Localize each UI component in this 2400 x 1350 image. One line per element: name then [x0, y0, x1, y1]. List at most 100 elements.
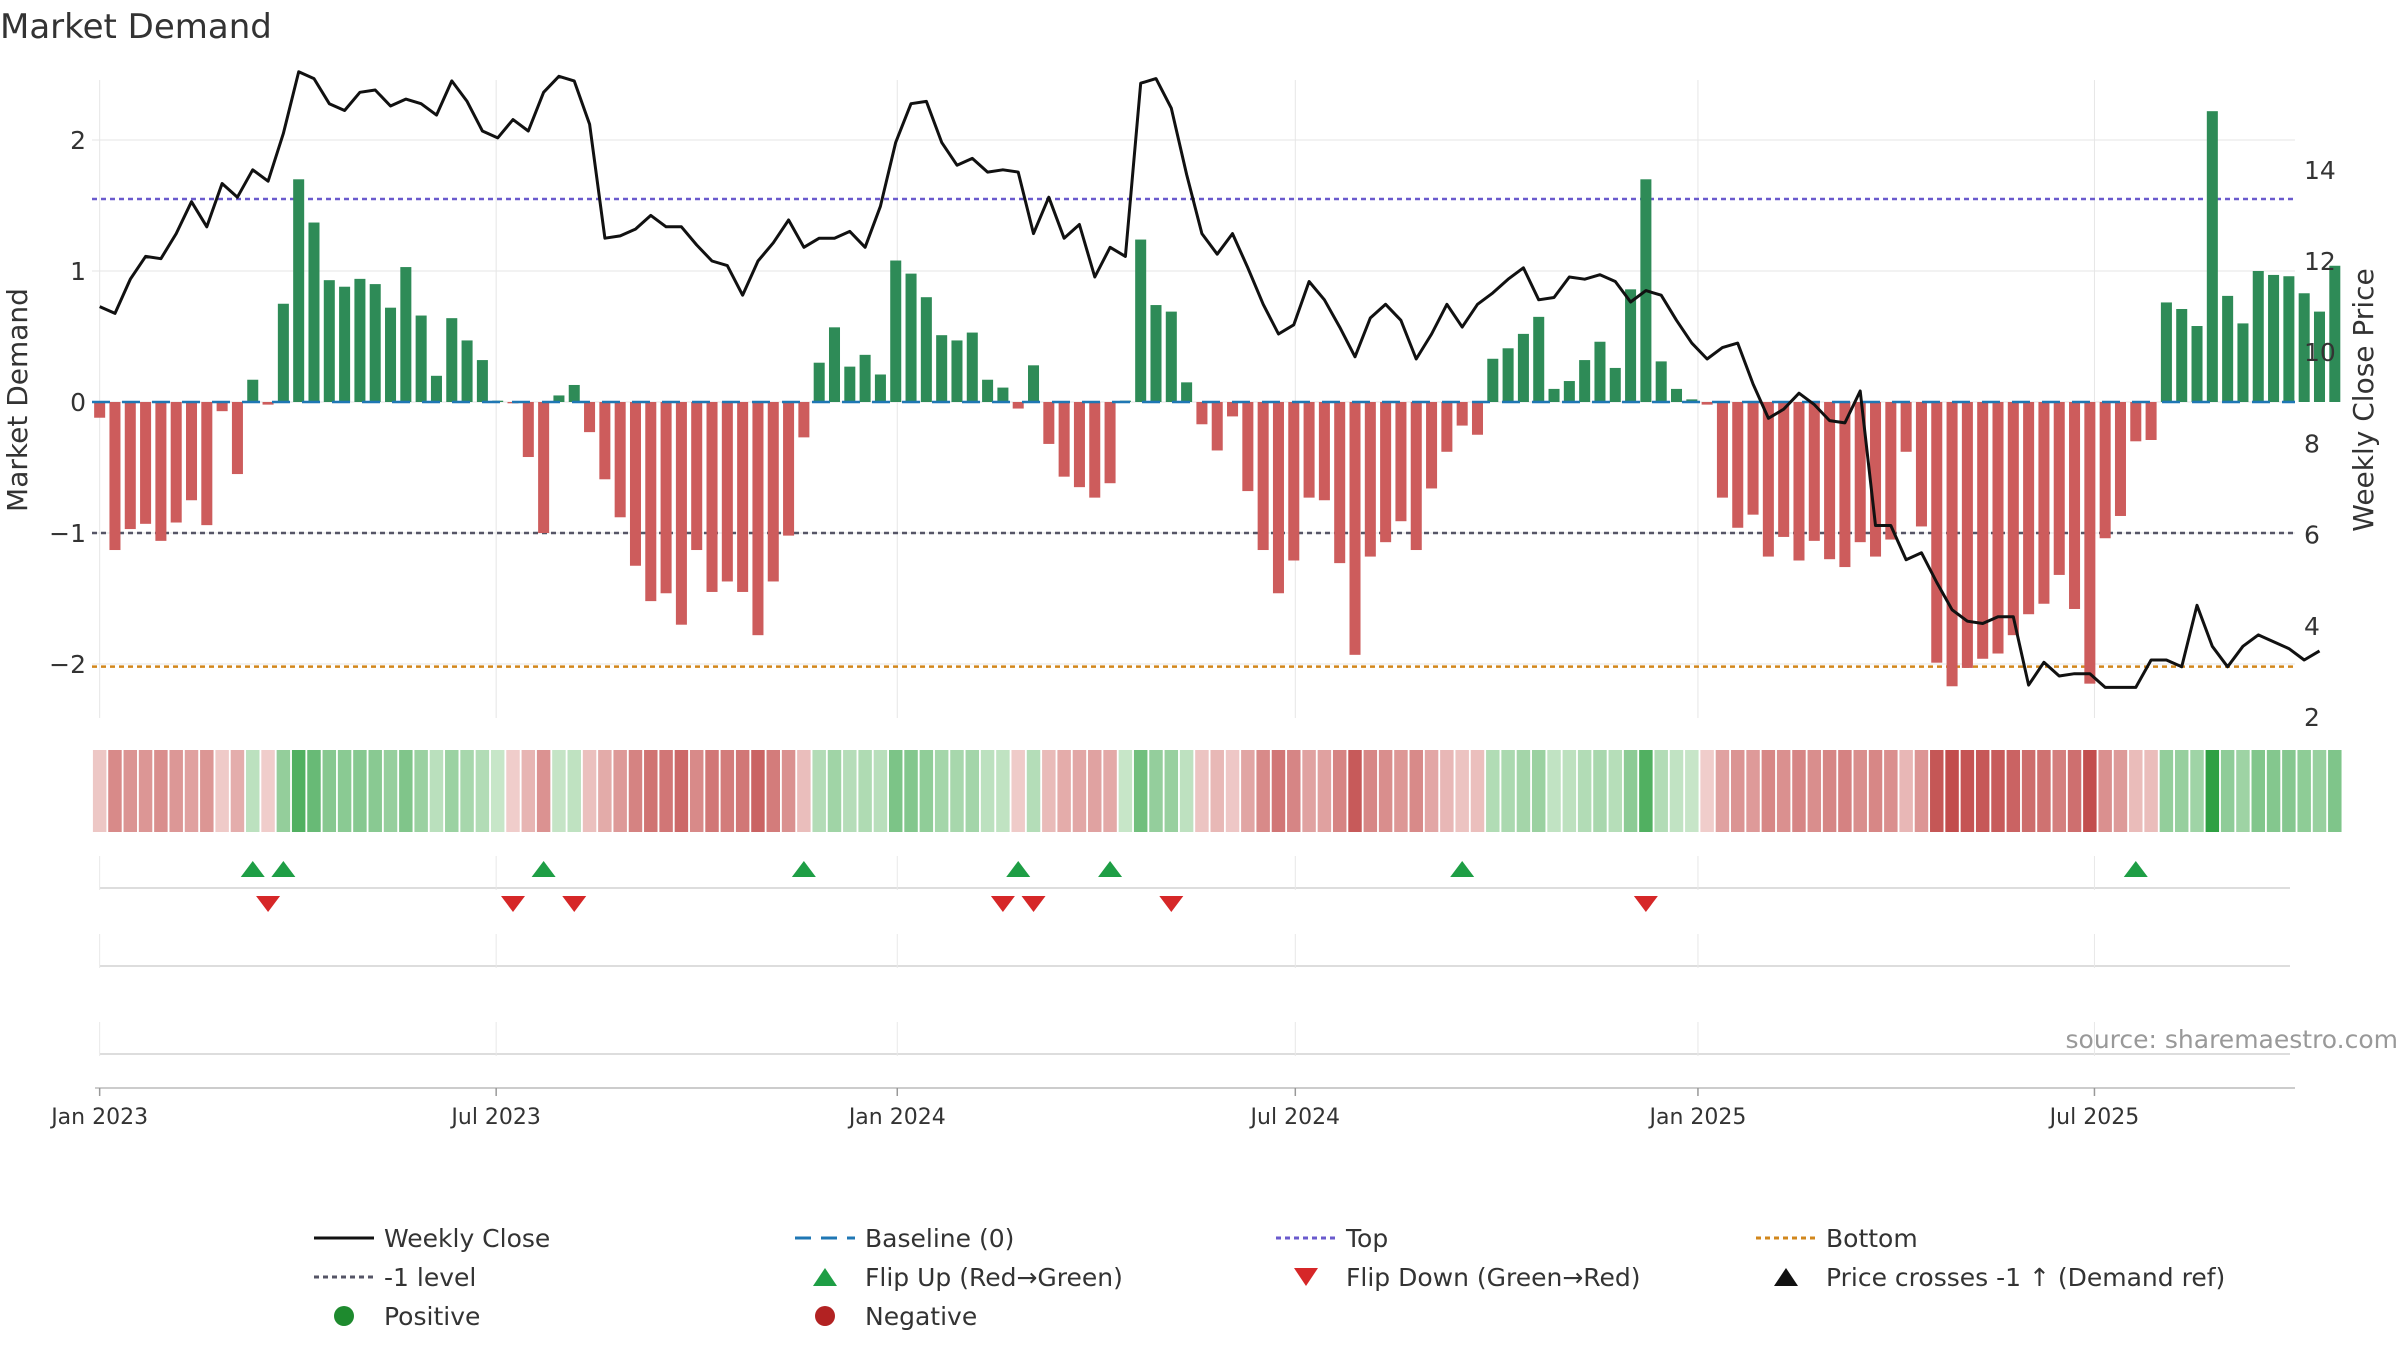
heat-cell-106	[1715, 750, 1730, 832]
heat-cell-87	[1424, 750, 1439, 832]
demand-bar-111	[1793, 402, 1805, 561]
demand-bar-143	[2283, 276, 2295, 402]
heat-cell-125	[2006, 750, 2021, 832]
demand-bar-19	[385, 307, 397, 402]
heat-cell-60	[1011, 750, 1025, 832]
demand-bar-44	[767, 402, 779, 582]
legend-swatch-6	[1294, 1268, 1318, 1286]
heat-cell-26	[490, 750, 505, 832]
demand-bar-112	[1808, 402, 1820, 541]
heat-cell-128	[2052, 750, 2066, 832]
demand-bar-135	[2160, 302, 2172, 402]
y-axis-label-right: Weekly Close Price	[2347, 268, 2380, 531]
heat-cell-139	[2220, 750, 2235, 832]
demand-bar-54	[920, 297, 932, 402]
demand-bar-93	[1517, 333, 1529, 402]
x-tick-label-2: Jan 2024	[847, 1105, 946, 1130]
demand-bar-140	[2237, 323, 2249, 402]
demand-bar-92	[1502, 348, 1514, 402]
heat-cell-57	[965, 750, 980, 832]
x-ticks: Jan 2023 Jul 2023 Jan 2024 Jul 2024 Jan 2025…	[49, 1087, 2295, 1130]
heat-cell-137	[2190, 750, 2204, 832]
heat-cell-99	[1608, 750, 1623, 832]
demand-bar-94	[1533, 316, 1545, 402]
heat-cell-112	[1807, 750, 1822, 832]
demand-bar-117	[1885, 402, 1897, 540]
heat-cell-61	[1026, 750, 1041, 832]
heat-cell-20	[399, 750, 413, 832]
demand-bar-83	[1364, 402, 1376, 557]
legend-label-8: Positive	[384, 1302, 480, 1331]
x-tick-label-3: Jul 2024	[1249, 1105, 1341, 1130]
demand-bar-71	[1181, 382, 1193, 402]
heat-cell-85	[1394, 750, 1408, 832]
heat-cell-51	[873, 750, 888, 832]
demand-bar-6	[185, 402, 198, 501]
flip-up-marker-3	[791, 861, 816, 877]
demand-bar-30	[553, 395, 565, 402]
heat-cell-141	[2251, 750, 2265, 832]
demand-bar-124	[1992, 402, 2004, 654]
demand-bar-24	[461, 340, 473, 402]
y-axis-label-left: Market Demand	[1, 288, 34, 512]
heat-cell-18	[368, 750, 382, 832]
heat-cell-90	[1470, 750, 1485, 832]
demand-bar-53	[905, 273, 917, 402]
demand-bar-134	[2145, 402, 2157, 440]
heat-cell-108	[1746, 750, 1760, 832]
flip-down-marker-5	[1159, 896, 1184, 912]
demand-bar-98	[1594, 341, 1606, 402]
heat-cell-145	[2312, 750, 2327, 832]
heat-cell-113	[1822, 750, 1837, 832]
demand-bar-68	[1135, 239, 1147, 402]
demand-bar-47	[813, 362, 825, 402]
heat-cell-11	[261, 750, 275, 832]
heat-cell-72	[1195, 750, 1209, 832]
demand-bar-74	[1227, 402, 1239, 417]
heat-cell-96	[1562, 750, 1577, 832]
demand-bar-108	[1747, 402, 1759, 515]
legend-swatch-8	[334, 1306, 354, 1326]
demand-bar-22	[430, 375, 442, 402]
heat-cell-24	[460, 750, 474, 832]
demand-bar-146	[2329, 265, 2341, 402]
demand-bar-41	[721, 402, 733, 582]
demand-bar-120	[1931, 402, 1943, 663]
heat-cell-103	[1669, 750, 1684, 832]
heat-cell-77	[1271, 750, 1286, 832]
demand-bar-18	[369, 284, 381, 402]
flip-up-marker-7	[2123, 861, 2148, 877]
demand-bar-37	[660, 402, 672, 594]
flip-down-marker-3	[990, 896, 1015, 912]
flip-event-panels	[99, 856, 2290, 1056]
demand-bar-87	[1426, 402, 1438, 489]
heat-cell-41	[720, 750, 735, 832]
demand-bar-81	[1334, 402, 1346, 564]
heat-cell-25	[475, 750, 490, 832]
demand-bar-55	[936, 335, 948, 402]
demand-bar-39	[691, 402, 703, 551]
heat-cell-93	[1516, 750, 1531, 832]
demand-bar-113	[1824, 402, 1836, 560]
demand-bar-61	[1028, 365, 1040, 402]
heat-cell-44	[766, 750, 780, 832]
heat-cell-37	[659, 750, 673, 832]
heat-cell-94	[1531, 750, 1546, 832]
demand-bar-91	[1487, 358, 1499, 402]
heat-cell-126	[2021, 750, 2036, 832]
heat-cell-30	[552, 750, 566, 832]
heat-cell-119	[1914, 750, 1929, 832]
demand-bar-4	[155, 402, 167, 541]
demand-bar-16	[339, 286, 351, 402]
demand-bar-43	[752, 402, 764, 636]
flip-down-marker-0	[256, 896, 281, 912]
demand-bar-142	[2268, 274, 2280, 402]
demand-bar-36	[645, 402, 657, 602]
x-tick-label-0: Jan 2023	[49, 1105, 148, 1130]
heat-cell-98	[1593, 750, 1607, 832]
heat-cell-1	[108, 750, 122, 832]
heat-cell-9	[230, 750, 245, 832]
heat-cell-10	[246, 750, 260, 832]
demand-bar-32	[584, 402, 596, 433]
heat-cell-7	[200, 750, 214, 832]
